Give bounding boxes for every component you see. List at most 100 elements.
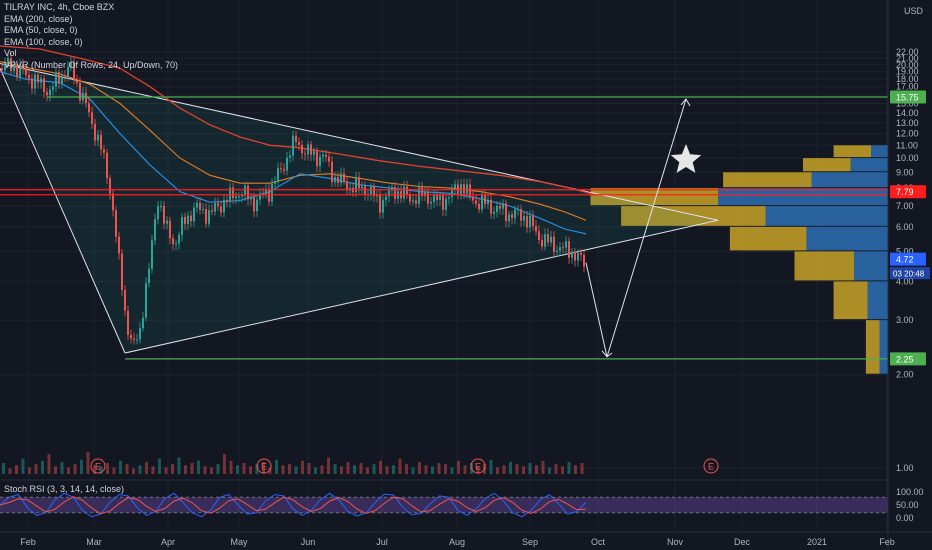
candle-body bbox=[262, 193, 264, 195]
candle-body bbox=[121, 253, 123, 290]
candle-body bbox=[238, 196, 240, 198]
candle-body bbox=[100, 134, 102, 150]
candle-body bbox=[544, 234, 546, 247]
vp-down-bar bbox=[723, 172, 812, 188]
time-tick-label: May bbox=[230, 537, 248, 547]
vp-up-bar bbox=[765, 206, 888, 226]
time-tick-label: Jul bbox=[376, 537, 388, 547]
candle-body bbox=[202, 208, 204, 210]
candle-body bbox=[94, 123, 96, 141]
candle-body bbox=[373, 186, 375, 197]
candle-body bbox=[427, 191, 429, 204]
candle-body bbox=[499, 205, 501, 209]
candle-body bbox=[169, 220, 171, 239]
candle-body bbox=[325, 154, 327, 157]
volume-bar bbox=[268, 467, 272, 474]
time-axis[interactable]: Feb Mar Apr May Jun Jul Aug Sep Oct Nov Dec 2021 Feb bbox=[0, 531, 932, 547]
volume-bar bbox=[151, 466, 155, 474]
candle-body bbox=[7, 58, 9, 64]
symbol-title[interactable]: TILRAY INC, 4h, Cboe BZX bbox=[4, 2, 115, 12]
legend-ema200[interactable]: EMA (200, close) bbox=[4, 13, 73, 24]
time-tick-label: Dec bbox=[734, 537, 751, 547]
candle-body bbox=[76, 80, 78, 83]
candle-body bbox=[577, 252, 579, 261]
volume-bar bbox=[275, 459, 278, 474]
candle-body bbox=[496, 205, 498, 212]
candle-body bbox=[340, 173, 342, 184]
candle-body bbox=[550, 236, 552, 243]
candle-body bbox=[79, 82, 81, 101]
candle-body bbox=[529, 215, 531, 228]
volume-bar bbox=[236, 465, 239, 474]
price-label-box bbox=[890, 252, 926, 266]
volume-bar bbox=[379, 460, 382, 474]
time-tick-label: Nov bbox=[667, 537, 684, 547]
stoch-band bbox=[0, 497, 888, 513]
legend-ema50[interactable]: EMA (50, close, 0) bbox=[4, 25, 78, 36]
stoch-k-line bbox=[0, 492, 587, 518]
candle-body bbox=[418, 187, 420, 204]
price-label-box bbox=[890, 352, 926, 366]
candle-body bbox=[217, 203, 219, 207]
candle-body bbox=[34, 74, 36, 89]
vp-up-bar bbox=[871, 145, 888, 158]
legend-vpvr[interactable]: VPVR (Number Of Rows, 24, Up/Down, 70) bbox=[4, 59, 179, 70]
candle-body bbox=[349, 187, 351, 190]
candle-body bbox=[142, 317, 144, 329]
candle-body bbox=[511, 214, 513, 219]
earnings-marker bbox=[470, 458, 486, 474]
candle-body bbox=[436, 194, 438, 200]
candle-body bbox=[181, 216, 183, 235]
candle-body bbox=[250, 197, 252, 200]
price-tick-label: 6.00 bbox=[896, 222, 914, 232]
candle-body bbox=[49, 89, 51, 96]
candle-body bbox=[70, 62, 72, 67]
candle-body bbox=[220, 206, 222, 213]
candle-body bbox=[316, 151, 318, 167]
candle-body bbox=[187, 215, 189, 224]
candle-body bbox=[55, 72, 57, 87]
legend-ema100[interactable]: EMA (100, close, 0) bbox=[4, 36, 83, 47]
candle-body bbox=[574, 251, 576, 261]
candle-body bbox=[358, 177, 360, 189]
legend-volume[interactable]: Vol bbox=[4, 48, 17, 59]
price-tick-label: 11.00 bbox=[896, 140, 918, 150]
volume-bar bbox=[119, 460, 122, 474]
candle-body bbox=[235, 196, 237, 199]
volume-bar bbox=[333, 464, 337, 474]
vp-down-bar bbox=[833, 281, 868, 320]
price-tick-label: 20.00 bbox=[896, 60, 919, 70]
arrow-head-up bbox=[680, 98, 691, 107]
volume-profile bbox=[590, 145, 888, 374]
candle-body bbox=[469, 184, 471, 197]
candle-body bbox=[520, 209, 522, 221]
candle-body bbox=[346, 181, 348, 190]
volume-bar bbox=[164, 467, 168, 474]
vp-up-bar bbox=[718, 188, 888, 206]
time-tick-label: Jun bbox=[301, 537, 316, 547]
candle-body bbox=[166, 220, 168, 224]
volume-bar bbox=[301, 460, 304, 474]
volume-bar bbox=[132, 468, 135, 474]
candle-body bbox=[43, 78, 45, 92]
price-tick-label: 7.00 bbox=[896, 201, 914, 211]
candle-body bbox=[253, 197, 255, 212]
stoch-rsi-legend[interactable]: Stoch RSI (3, 3, 14, 14, close) bbox=[4, 484, 125, 494]
volume-bar bbox=[366, 467, 369, 474]
candle-body bbox=[127, 310, 129, 335]
candle-body bbox=[205, 208, 207, 224]
candle-body bbox=[118, 236, 120, 254]
candle-body bbox=[124, 289, 126, 311]
price-tick-label: 13.00 bbox=[896, 118, 919, 128]
candle-body bbox=[430, 201, 432, 204]
candle-body bbox=[370, 186, 372, 195]
time-tick-label: Aug bbox=[449, 537, 465, 547]
earnings-letter: E bbox=[95, 462, 101, 472]
volume-bar bbox=[509, 461, 512, 474]
volume-bar bbox=[242, 463, 246, 474]
price-axis[interactable]: 1.002.003.004.005.006.007.008.009.0010.0… bbox=[887, 0, 932, 550]
star-icon bbox=[670, 144, 702, 173]
candle-body bbox=[361, 186, 363, 189]
candle-body bbox=[160, 205, 162, 207]
